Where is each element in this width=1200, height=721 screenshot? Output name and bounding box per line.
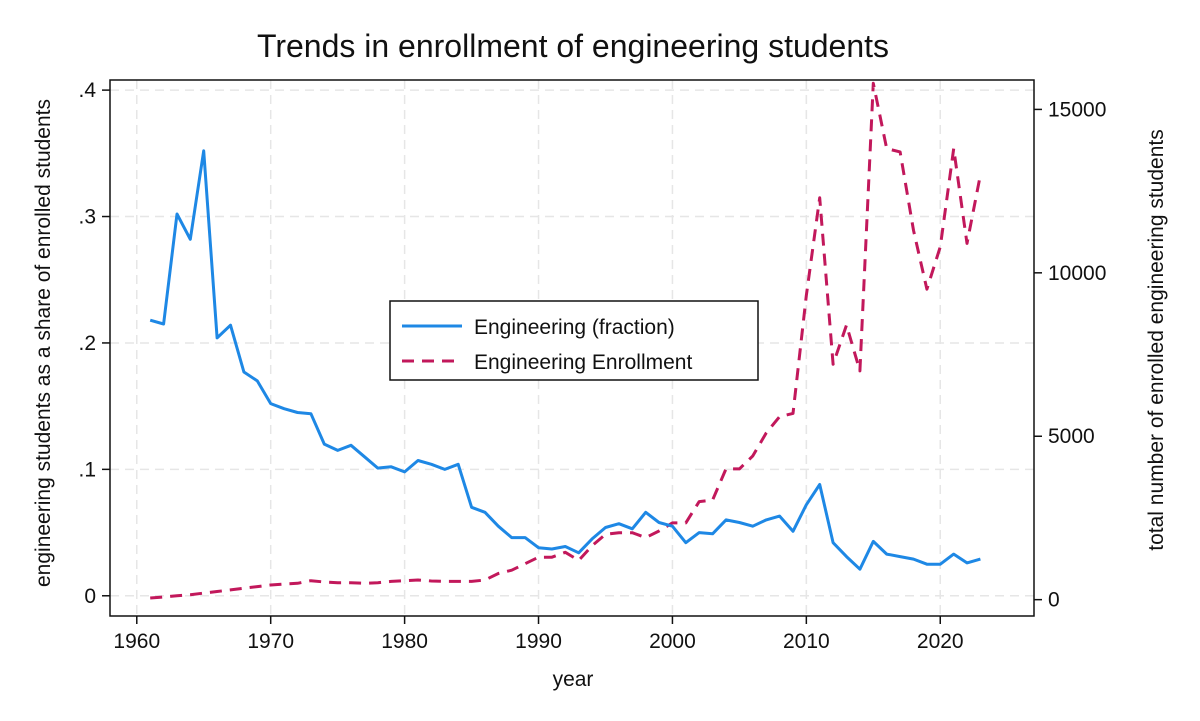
x-tick-label: 1990 [515,630,562,653]
y-axis-right-title: total number of enrolled engineering stu… [1145,129,1168,550]
legend-label-fraction: Engineering (fraction) [474,316,675,339]
legend-label-enrollment: Engineering Enrollment [474,351,692,374]
chart-title: Trends in enrollment of engineering stud… [257,28,889,64]
legend: Engineering (fraction) Engineering Enrol… [389,300,759,381]
y-axis-left-title: engineering students as a share of enrol… [32,99,55,587]
legend-box [389,300,759,381]
x-tick-label: 2000 [649,630,696,653]
y-left-tick-label: 0 [84,585,96,608]
y-axis-left: 0 .1 .2 .3 .4 [78,79,110,608]
y-right-tick-label: 0 [1048,589,1060,612]
y-left-tick-label: .1 [78,458,96,481]
x-tick-label: 2010 [783,630,830,653]
line-engineering-enrollment [150,81,982,600]
y-left-tick-label: .3 [78,206,96,229]
series [149,81,982,600]
y-left-tick-label: .4 [78,79,96,102]
gridlines [110,80,1034,616]
y-right-tick-label: 15000 [1048,98,1106,121]
y-axis-right: 0 5000 10000 15000 [1034,98,1106,612]
line-engineering-fraction [149,149,981,571]
y-left-tick-label: .2 [78,332,96,355]
y-right-tick-label: 5000 [1048,425,1095,448]
x-tick-label: 1980 [381,630,428,653]
x-tick-label: 2020 [917,630,964,653]
x-tick-label: 1960 [113,630,160,653]
y-right-tick-label: 10000 [1048,262,1106,285]
x-axis-title: year [553,668,594,691]
x-tick-label: 1970 [247,630,294,653]
x-axis: 1960 1970 1980 1990 2000 2010 2020 [113,616,964,653]
plot-area [109,79,1035,617]
